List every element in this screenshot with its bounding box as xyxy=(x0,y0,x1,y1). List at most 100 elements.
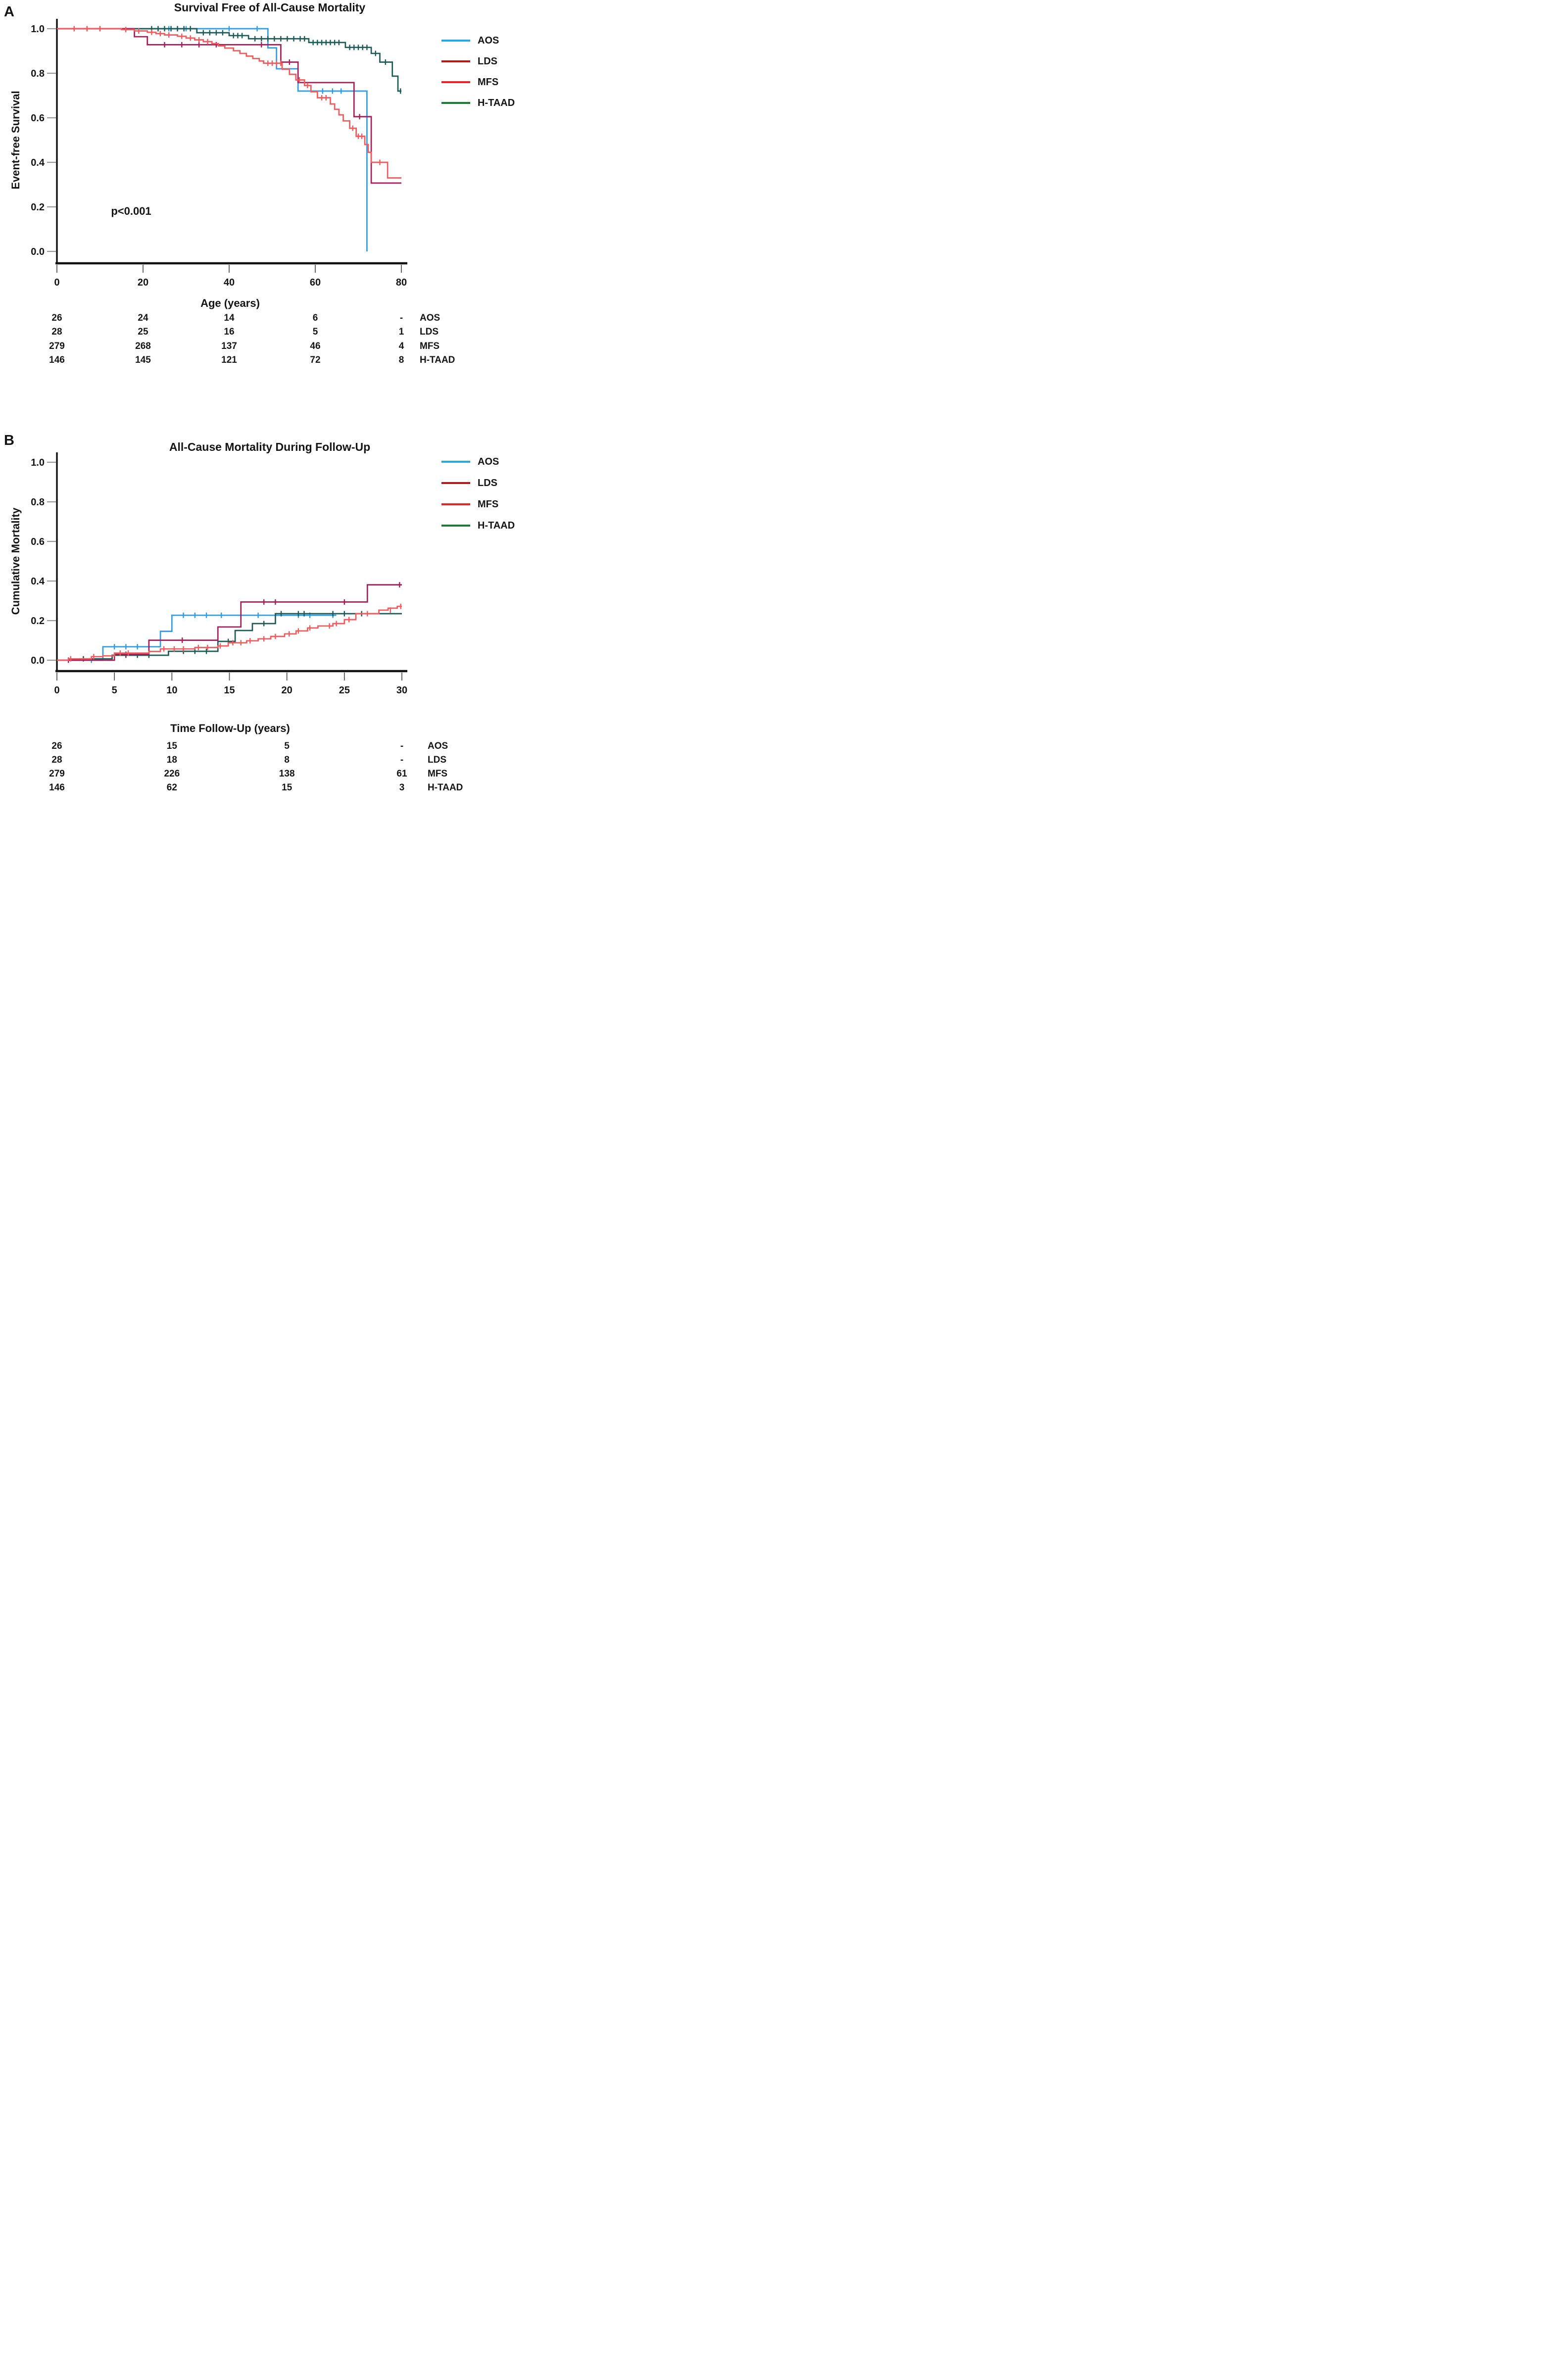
legend-item-LDS: LDS xyxy=(441,55,520,67)
x-tick-label: 10 xyxy=(166,685,177,696)
risk-count-H-TAAD-t60: 72 xyxy=(310,355,321,365)
legend-line-swatch xyxy=(441,40,470,42)
legend-line-swatch xyxy=(441,81,470,83)
legend-label: H-TAAD xyxy=(478,97,515,108)
legend-label: LDS xyxy=(478,55,497,67)
risk-count-H-TAAD-t40: 121 xyxy=(221,355,237,365)
x-tick-label: 60 xyxy=(310,277,321,288)
survival-curve-AOS xyxy=(57,614,337,661)
risk-count-MFS-t10: 226 xyxy=(164,769,180,779)
risk-row-label-MFS: MFS xyxy=(420,341,440,351)
risk-count-LDS-t20: 25 xyxy=(138,327,148,337)
legend-label: MFS xyxy=(478,498,499,510)
risk-count-LDS-t10: 18 xyxy=(166,755,177,765)
legend-label: MFS xyxy=(478,76,499,88)
risk-count-MFS-t20: 268 xyxy=(135,341,151,351)
y-tick-label: 0.0 xyxy=(31,655,45,666)
panel-b-legend: AOS LDS MFS H-TAAD xyxy=(441,456,520,541)
x-tick-label: 20 xyxy=(282,685,292,696)
risk-count-MFS-t20: 138 xyxy=(279,769,295,779)
y-tick-label: 1.0 xyxy=(31,24,45,35)
figure-km-survival: A Survival Free of All-Cause Mortality E… xyxy=(0,0,520,793)
risk-count-H-TAAD-t0: 146 xyxy=(49,782,65,793)
survival-curve-LDS xyxy=(57,28,401,184)
risk-count-MFS-t40: 137 xyxy=(221,341,237,351)
panel-a-legend: AOS LDS MFS H-TAAD xyxy=(441,35,520,118)
risk-row-label-AOS: AOS xyxy=(428,741,448,751)
legend-item-MFS: MFS xyxy=(441,76,520,88)
x-tick-label: 0 xyxy=(54,685,59,696)
y-tick-label: 0.6 xyxy=(31,113,45,124)
risk-count-H-TAAD-t80: 8 xyxy=(398,355,404,365)
risk-row-label-LDS: LDS xyxy=(428,755,446,765)
risk-count-LDS-t60: 5 xyxy=(312,327,318,337)
x-tick-label: 40 xyxy=(224,277,235,288)
y-tick-label: 0.6 xyxy=(31,536,45,547)
x-tick-label: 30 xyxy=(396,685,407,696)
legend-label: AOS xyxy=(478,35,499,46)
legend-line-swatch xyxy=(441,461,470,463)
y-tick-label: 0.4 xyxy=(31,576,45,587)
x-tick-label: 5 xyxy=(112,685,117,696)
survival-curve-MFS xyxy=(57,605,402,661)
panel-a-x-axis-title: Age (years) xyxy=(200,297,260,309)
x-tick-label: 0 xyxy=(54,277,59,288)
risk-count-MFS-t0: 279 xyxy=(49,769,65,779)
risk-row-label-AOS: AOS xyxy=(420,313,440,323)
risk-count-LDS-t80: 1 xyxy=(398,327,404,337)
panel-b-plot: 1.0 0.8 0.6 0.4 0.2 0.0 0 5 10 15 20 25 30 xyxy=(31,452,407,696)
risk-row-label-LDS: LDS xyxy=(420,327,438,337)
risk-count-H-TAAD-t20: 145 xyxy=(135,355,151,365)
legend-line-swatch xyxy=(441,60,470,62)
y-tick-label: 0.8 xyxy=(31,497,45,508)
survival-curve-AOS xyxy=(57,28,368,251)
x-tick-label: 25 xyxy=(339,685,350,696)
survival-curve-LDS xyxy=(57,584,402,661)
y-tick-label: 0.8 xyxy=(31,68,45,79)
panel-b-letter: B xyxy=(4,433,14,448)
risk-count-AOS-t80: - xyxy=(399,313,403,323)
legend-item-H-TAAD: H-TAAD xyxy=(441,520,520,532)
y-tick-label: 0.2 xyxy=(31,202,45,213)
risk-count-H-TAAD-t30: 3 xyxy=(399,782,405,793)
survival-curve-H-TAAD xyxy=(57,613,402,661)
risk-count-AOS-t20: 5 xyxy=(284,741,290,751)
survival-curve-H-TAAD xyxy=(57,28,401,92)
legend-item-MFS: MFS xyxy=(441,498,520,510)
risk-count-LDS-t40: 16 xyxy=(224,327,235,337)
legend-item-AOS: AOS xyxy=(441,456,520,468)
legend-line-swatch xyxy=(441,525,470,527)
risk-count-AOS-t0: 26 xyxy=(51,741,62,751)
risk-count-H-TAAD-t10: 62 xyxy=(166,782,177,793)
risk-count-AOS-t40: 14 xyxy=(224,313,235,323)
risk-count-H-TAAD-t0: 146 xyxy=(49,355,65,365)
risk-count-LDS-t30: - xyxy=(400,755,404,765)
panel-b-x-axis-title: Time Follow-Up (years) xyxy=(170,722,290,734)
risk-row-label-H-TAAD: H-TAAD xyxy=(420,355,455,365)
y-tick-label: 0.0 xyxy=(31,246,45,257)
panel-a-pvalue: p<0.001 xyxy=(111,205,151,217)
y-tick-label: 1.0 xyxy=(31,457,45,468)
legend-line-swatch xyxy=(441,503,470,505)
x-tick-label: 20 xyxy=(138,277,148,288)
legend-item-LDS: LDS xyxy=(441,477,520,489)
risk-row-label-MFS: MFS xyxy=(428,769,448,779)
legend-line-swatch xyxy=(441,482,470,484)
risk-count-MFS-t30: 61 xyxy=(396,769,407,779)
legend-item-H-TAAD: H-TAAD xyxy=(441,97,520,109)
panel-b-title: All-Cause Mortality During Follow-Up xyxy=(169,440,371,453)
legend-label: LDS xyxy=(478,477,497,488)
risk-count-AOS-t20: 24 xyxy=(138,313,148,323)
risk-count-MFS-t0: 279 xyxy=(49,341,65,351)
risk-count-MFS-t80: 4 xyxy=(398,341,404,351)
survival-curve-MFS xyxy=(57,28,401,179)
y-tick-label: 0.2 xyxy=(31,616,45,627)
risk-count-H-TAAD-t20: 15 xyxy=(282,782,292,793)
legend-label: H-TAAD xyxy=(478,520,515,531)
risk-row-label-H-TAAD: H-TAAD xyxy=(428,782,463,793)
panel-a-title: Survival Free of All-Cause Mortality xyxy=(174,1,366,14)
legend-label: AOS xyxy=(478,456,499,467)
legend-line-swatch xyxy=(441,102,470,104)
risk-count-LDS-t0: 28 xyxy=(51,755,62,765)
risk-count-AOS-t30: - xyxy=(400,741,404,751)
